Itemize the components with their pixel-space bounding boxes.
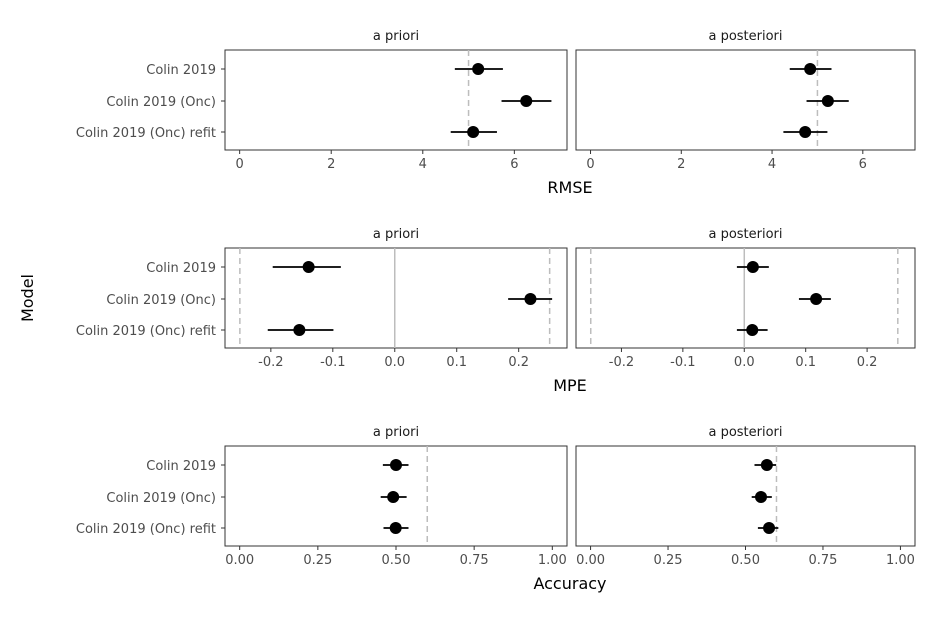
panel-border	[224, 49, 568, 151]
point-estimate	[293, 324, 306, 336]
x-tick-label: 0	[586, 157, 594, 172]
x-tick-label: 0.50	[731, 553, 760, 568]
y-tick-label: Colin 2019 (Onc) refit	[76, 522, 216, 537]
y-axis-title: Model	[18, 274, 37, 322]
x-tick-label: 2	[677, 157, 685, 172]
point-estimate	[763, 522, 776, 534]
x-tick-label: 2	[327, 157, 335, 172]
facet-strip-label: a priori	[373, 29, 419, 44]
y-tick-label: Colin 2019	[146, 261, 216, 276]
point-estimate	[467, 126, 480, 138]
x-tick-label: 6	[859, 157, 867, 172]
x-tick-label: 0	[236, 157, 244, 172]
x-tick-label: -0.2	[258, 355, 283, 370]
x-tick-label: 4	[419, 157, 427, 172]
point-estimate	[472, 63, 485, 75]
x-tick-label: 4	[768, 157, 776, 172]
y-tick-label: Colin 2019 (Onc) refit	[76, 126, 216, 141]
x-tick-label: 0.2	[508, 355, 529, 370]
x-tick-label: 1.00	[886, 553, 915, 568]
x-tick-label: 0.0	[384, 355, 405, 370]
point-estimate	[804, 63, 817, 75]
x-tick-label: 0.25	[654, 553, 683, 568]
facet-strip-label: a posteriori	[708, 29, 782, 44]
point-estimate	[387, 491, 400, 503]
x-tick-label: 0.1	[446, 355, 467, 370]
point-estimate	[302, 261, 315, 273]
point-estimate	[754, 491, 767, 503]
point-estimate	[821, 95, 834, 107]
x-tick-label: -0.2	[609, 355, 634, 370]
x-tick-label: 0.00	[576, 553, 605, 568]
x-tick-label: -0.1	[320, 355, 345, 370]
x-axis-title: Accuracy	[533, 574, 606, 593]
x-tick-label: 1.00	[538, 553, 567, 568]
point-estimate	[810, 293, 823, 305]
x-tick-label: 0.25	[303, 553, 332, 568]
y-tick-label: Colin 2019 (Onc)	[106, 293, 216, 308]
x-tick-label: 0.50	[382, 553, 411, 568]
x-tick-label: 0.1	[795, 355, 816, 370]
x-tick-label: 0.75	[460, 553, 489, 568]
x-axis-title: MPE	[553, 376, 587, 395]
facet-strip-label: a posteriori	[708, 227, 782, 242]
facet-strip-label: a priori	[373, 425, 419, 440]
x-tick-label: 0.00	[225, 553, 254, 568]
x-axis-title: RMSE	[547, 178, 592, 197]
x-tick-label: 0.0	[734, 355, 755, 370]
x-tick-label: 0.2	[857, 355, 878, 370]
point-estimate	[524, 293, 537, 305]
x-tick-label: -0.1	[670, 355, 695, 370]
facet-strip-label: a posteriori	[708, 425, 782, 440]
y-tick-label: Colin 2019 (Onc)	[106, 95, 216, 110]
panel-border	[575, 445, 916, 547]
point-estimate	[799, 126, 812, 138]
y-tick-label: Colin 2019	[146, 459, 216, 474]
panel-border	[575, 49, 916, 151]
x-tick-label: 0.75	[808, 553, 837, 568]
y-tick-label: Colin 2019	[146, 63, 216, 78]
point-estimate	[520, 95, 533, 107]
panel-border	[224, 247, 568, 349]
panel-border	[575, 247, 916, 349]
point-estimate	[389, 522, 402, 534]
point-estimate	[760, 459, 773, 471]
y-tick-label: Colin 2019 (Onc)	[106, 491, 216, 506]
facet-strip-label: a priori	[373, 227, 419, 242]
y-tick-label: Colin 2019 (Onc) refit	[76, 324, 216, 339]
x-tick-label: 6	[510, 157, 518, 172]
point-estimate	[390, 459, 402, 471]
point-estimate	[746, 261, 759, 273]
point-estimate	[746, 324, 759, 336]
